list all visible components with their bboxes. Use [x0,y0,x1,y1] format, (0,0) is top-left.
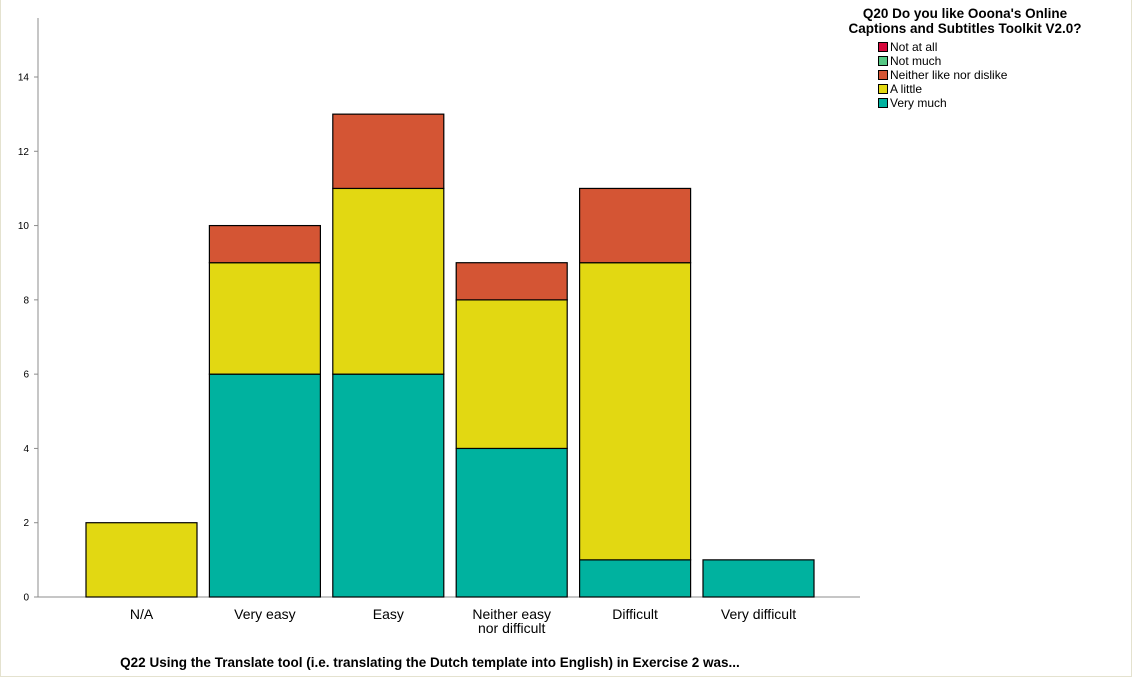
legend-label: Not much [890,54,942,68]
bar-segment-very-much [455,447,568,598]
bar-segment-a-little [85,522,198,598]
legend-items: Not at all Not much Neither like nor disli… [878,40,1130,110]
legend-item: Not at all [878,40,1130,54]
bar-segment-neither-like-nor-dislike [208,224,321,264]
bar-segment-neither-like-nor-dislike [332,113,445,190]
legend: Q20 Do you like Ooona's Online Captions … [800,6,1130,110]
legend-swatch [878,56,888,66]
legend-label: Very much [890,96,947,110]
y-tick-label: 10 [18,221,30,232]
x-axis-title: Q22 Using the Translate tool (i.e. trans… [120,655,740,670]
y-tick-label: 12 [18,147,30,158]
bar-segment-neither-like-nor-dislike [455,262,568,301]
bar-segment-a-little [578,262,692,561]
legend-item: A little [878,82,1130,96]
legend-label: Neither like nor dislike [890,68,1008,82]
legend-item: Not much [878,54,1130,68]
bar-segment-a-little [208,262,321,375]
legend-title-line-2: Captions and Subtitles Toolkit V2.0? [848,21,1082,36]
y-tick-label: 8 [23,295,29,306]
legend-swatch [878,42,888,52]
legend-title: Q20 Do you like Ooona's Online Captions … [800,6,1130,36]
legend-title-line-1: Q20 Do you like Ooona's Online [862,6,1068,21]
x-tick-label: N/A [130,606,154,622]
legend-swatch [878,70,888,80]
bar-segment-very-much [208,373,321,598]
x-tick-label: Very easy [234,606,295,622]
bar-segment-very-much [702,559,815,598]
x-tick-label: Very difficult [721,606,796,622]
y-tick-label: 4 [23,444,29,455]
legend-label: A little [890,82,923,96]
bar-segment-very-much [578,559,692,598]
legend-swatch [878,84,888,94]
legend-label: Not at all [890,40,938,54]
y-tick-label: 6 [23,370,29,381]
x-tick-label: Difficult [612,606,658,622]
legend-swatch [878,98,888,108]
stacked-bar-chart: 0 2 4 6 8 10 12 14 N/A Very easy Easy Neither easyn… [18,18,860,636]
y-tick-label: 14 [18,73,30,84]
y-tick-label: 2 [23,518,29,529]
bar-segment-a-little [332,187,445,375]
legend-item: Very much [878,96,1130,110]
x-tick-label: Easy [373,606,404,622]
x-tick-label: Neither easy [472,606,551,622]
legend-item: Neither like nor dislike [878,68,1130,82]
bar-segment-very-much [332,373,445,598]
bar-segment-neither-like-nor-dislike [578,187,692,264]
y-tick-label: 0 [23,593,29,604]
bar-segment-a-little [455,299,568,450]
x-tick-label: nor difficult [478,620,546,636]
